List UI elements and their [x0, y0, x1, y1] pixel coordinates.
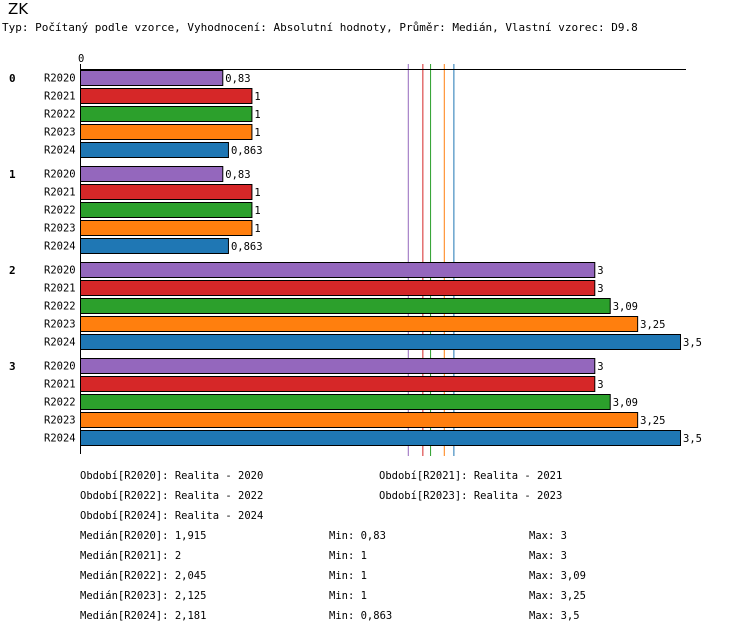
stat-max: Max: 3,25 [529, 590, 586, 602]
bar-value-label: 0,863 [231, 145, 263, 157]
bar-value-label: 1 [254, 127, 260, 139]
category-label: R2024 [44, 241, 76, 253]
chart-subtitle: Typ: Počítaný podle vzorce, Vyhodnocení:… [2, 21, 638, 34]
stat-max: Max: 3 [529, 550, 567, 562]
category-label: R2021 [44, 91, 76, 103]
category-label: R2024 [44, 433, 76, 445]
bar-1-r2021 [80, 184, 253, 200]
category-label: R2021 [44, 283, 76, 295]
bar-value-label: 3,25 [640, 415, 665, 427]
bar-2-r2020 [80, 262, 596, 278]
period-legend-item: Období[R2023]: Realita - 2023 [379, 490, 563, 502]
stat-median: Medián[R2024]: 2,181 [80, 610, 207, 622]
group-label-0: 0 [9, 72, 16, 85]
period-legend-item: Období[R2024]: Realita - 2024 [80, 510, 264, 522]
stat-min: Min: 0,83 [329, 530, 386, 542]
bar-value-label: 1 [254, 205, 260, 217]
category-label: R2020 [44, 73, 76, 85]
bar-3-r2021 [80, 376, 596, 392]
bar-1-r2024 [80, 238, 229, 254]
bar-value-label: 3,5 [683, 433, 702, 445]
bar-2-r2023 [80, 316, 639, 332]
bar-2-r2021 [80, 280, 596, 296]
category-label: R2021 [44, 187, 76, 199]
period-legend-item: Období[R2022]: Realita - 2022 [80, 490, 264, 502]
bar-1-r2023 [80, 220, 253, 236]
stat-min: Min: 1 [329, 550, 367, 562]
bar-value-label: 3,09 [613, 301, 638, 313]
bar-3-r2024 [80, 430, 681, 446]
stat-median: Medián[R2023]: 2,125 [80, 590, 207, 602]
bar-value-label: 0,83 [225, 73, 250, 85]
category-label: R2020 [44, 361, 76, 373]
bar-value-label: 1 [254, 187, 260, 199]
category-label: R2021 [44, 379, 76, 391]
category-label: R2022 [44, 205, 76, 217]
bar-value-label: 0,83 [225, 169, 250, 181]
bar-value-label: 1 [254, 91, 260, 103]
bar-value-label: 3,25 [640, 319, 665, 331]
category-label: R2020 [44, 265, 76, 277]
bar-0-r2020 [80, 70, 224, 86]
stat-max: Max: 3,5 [529, 610, 580, 622]
axis-zero-label: 0 [78, 53, 84, 65]
category-label: R2024 [44, 145, 76, 157]
bar-0-r2022 [80, 106, 253, 122]
category-label: R2022 [44, 301, 76, 313]
bar-2-r2024 [80, 334, 681, 350]
period-legend-item: Období[R2020]: Realita - 2020 [80, 470, 264, 482]
group-label-1: 1 [9, 168, 16, 181]
category-label: R2023 [44, 127, 76, 139]
bar-2-r2022 [80, 298, 611, 314]
category-label: R2024 [44, 337, 76, 349]
group-label-2: 2 [9, 264, 16, 277]
category-label: R2022 [44, 397, 76, 409]
bar-3-r2022 [80, 394, 611, 410]
bar-1-r2020 [80, 166, 224, 182]
category-label: R2023 [44, 415, 76, 427]
category-label: R2023 [44, 223, 76, 235]
bar-1-r2022 [80, 202, 253, 218]
stat-median: Medián[R2021]: 2 [80, 550, 182, 562]
bar-0-r2023 [80, 124, 253, 140]
bar-3-r2023 [80, 412, 639, 428]
category-label: R2022 [44, 109, 76, 121]
stat-median: Medián[R2022]: 2,045 [80, 570, 207, 582]
bar-0-r2024 [80, 142, 229, 158]
stat-max: Max: 3 [529, 530, 567, 542]
stat-min: Min: 1 [329, 570, 367, 582]
bar-value-label: 1 [254, 223, 260, 235]
period-legend-item: Období[R2021]: Realita - 2021 [379, 470, 563, 482]
bar-value-label: 1 [254, 109, 260, 121]
bar-value-label: 3 [597, 283, 603, 295]
bar-3-r2020 [80, 358, 596, 374]
stat-max: Max: 3,09 [529, 570, 586, 582]
category-label: R2023 [44, 319, 76, 331]
stat-min: Min: 1 [329, 590, 367, 602]
bar-value-label: 3,09 [613, 397, 638, 409]
stat-min: Min: 0,863 [329, 610, 393, 622]
bar-value-label: 0,863 [231, 241, 263, 253]
bar-0-r2021 [80, 88, 253, 104]
category-label: R2020 [44, 169, 76, 181]
bar-value-label: 3 [597, 361, 603, 373]
group-label-3: 3 [9, 360, 16, 373]
bar-value-label: 3 [597, 379, 603, 391]
stat-median: Medián[R2020]: 1,915 [80, 530, 207, 542]
chart-title: ZK [8, 0, 29, 18]
bar-value-label: 3 [597, 265, 603, 277]
bar-value-label: 3,5 [683, 337, 702, 349]
